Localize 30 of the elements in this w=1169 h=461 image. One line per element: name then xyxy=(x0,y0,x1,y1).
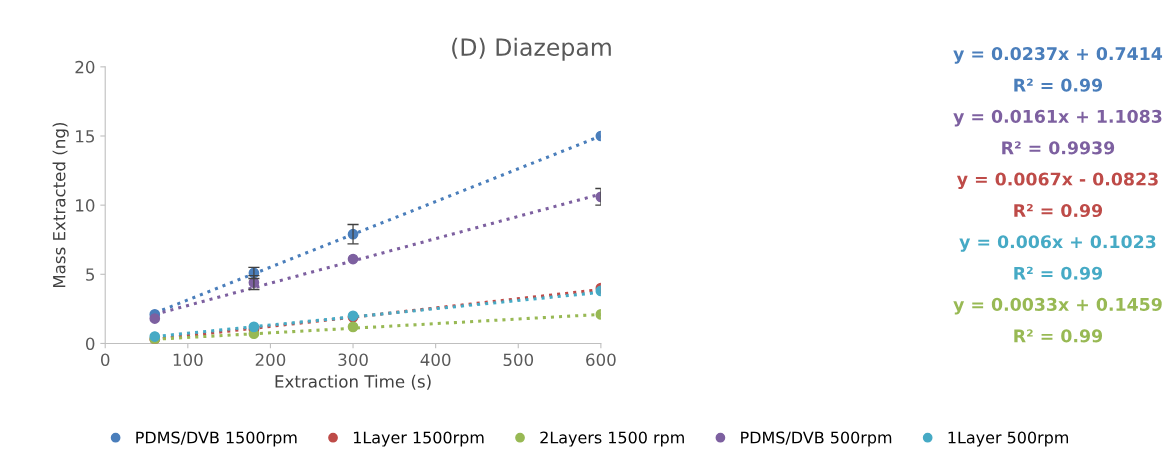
text: y = 0.0161x + 1.1083 xyxy=(953,109,1162,127)
legend-label: 1Layer 500rpm xyxy=(948,431,1069,447)
text: y = 0.0237x + 0.7414 xyxy=(953,47,1163,64)
x-tick-label: 300 xyxy=(338,353,368,367)
legend-label: 2Layers 1500 rpm xyxy=(540,431,684,447)
text: y = 0.0067x - 0.0823 xyxy=(956,172,1158,190)
y-tick-label: 10 xyxy=(76,199,95,212)
x-tick-label: 500 xyxy=(503,353,534,367)
y-tick-label: 0 xyxy=(85,337,95,351)
x-tick-label: 400 xyxy=(420,353,451,367)
x-tick-label: 600 xyxy=(586,353,616,367)
legend-label: 1Layer 1500rpm xyxy=(353,431,484,447)
x-tick-label: 0 xyxy=(101,353,110,367)
y-tick-label: 5 xyxy=(86,268,95,281)
text: R² = 0.99 xyxy=(1014,329,1103,343)
x-tick-label: 200 xyxy=(255,353,286,367)
legend-label: PDMS/DVB 1500rpm xyxy=(136,431,297,447)
x-tick-label: 100 xyxy=(173,353,203,367)
x-axis-title: Extraction Time (s) xyxy=(275,374,431,390)
text: R² = 0.99 xyxy=(1014,203,1103,218)
y-tick-label: 20 xyxy=(75,60,95,74)
text: R² = 0.99 xyxy=(1014,78,1103,92)
text: R² = 0.9939 xyxy=(1002,141,1115,155)
y-axis-title: Mass Extracted (ng) xyxy=(52,122,69,288)
chart-title: (D) Diazepam xyxy=(452,37,611,61)
text: y = 0.0033x + 0.1459 xyxy=(953,297,1162,315)
legend-label: PDMS/DVB 500rpm xyxy=(741,431,892,447)
text: R² = 0.99 xyxy=(1014,266,1103,280)
text: y = 0.006x + 0.1023 xyxy=(959,235,1156,252)
y-tick-label: 15 xyxy=(76,130,95,143)
